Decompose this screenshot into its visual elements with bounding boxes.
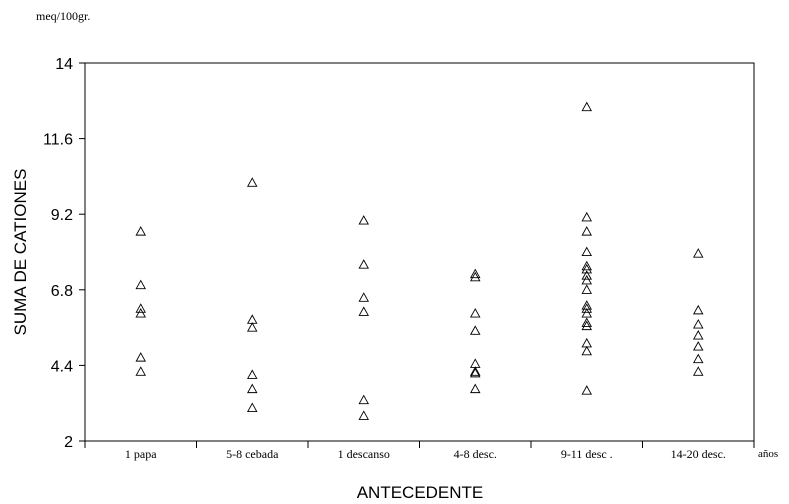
data-point [692,341,704,351]
data-point [135,366,147,376]
data-point [581,337,593,348]
data-point [358,259,370,269]
x-tick-label: 1 papa [125,447,157,461]
data-point [135,307,147,318]
data-point [581,317,593,327]
data-point [135,303,147,313]
data-point [692,319,704,329]
data-point [358,215,370,225]
data-point [692,248,704,258]
y-axis-title: SUMA DE CATIONES [11,169,30,336]
data-point [358,394,370,405]
data-point [581,307,593,318]
data-point [358,410,370,420]
y-tick-label: 14 [55,56,73,73]
data-point [469,383,481,394]
data-point [469,271,481,282]
data-point [469,366,481,376]
data-point [469,367,481,378]
data-point [246,383,258,394]
data-point [581,211,593,222]
data-point [135,226,147,236]
data-point [581,226,593,236]
data-point [246,177,258,187]
y-tick-label: 2 [64,434,73,451]
data-point [692,330,704,340]
data-point [581,274,593,285]
data-point [135,279,147,290]
plot-frame [84,62,755,442]
data-point [692,304,704,315]
data-point [692,353,704,364]
data-point [581,101,593,112]
x-axis: 1 papa 5-8 cebada 1 descanso 4-8 desc. 9-11 … [84,441,755,461]
data-point [246,369,258,379]
data-point [581,303,593,313]
x-tick-label: 4-8 desc. [454,447,497,461]
y-axis: 2 4.4 6.8 9.2 11.6 14 [43,56,85,451]
x-tick-label: 9-11 desc . [561,447,613,461]
x-tick-label: 5-8 cebada [226,447,279,461]
data-points [135,101,704,420]
data-point [246,402,258,412]
data-point [581,320,593,331]
x-axis-title: ANTECEDENTE [357,483,484,502]
data-point [692,366,704,376]
data-point [135,352,147,362]
data-point [581,284,593,294]
y-tick-label: 9.2 [51,207,73,224]
data-point [246,322,258,332]
y-tick-label: 4.4 [51,358,73,375]
y-tick-label: 6.8 [51,283,73,300]
data-point [581,246,593,257]
data-point [469,268,481,279]
data-point [581,385,593,395]
data-point [246,314,258,324]
data-point [358,292,370,302]
x-tick-label: 14-20 desc. [671,447,726,461]
data-point [469,325,481,335]
data-point [581,270,593,280]
data-point [581,260,593,271]
data-point [358,306,370,316]
x-tick-label: 1 descanso [338,447,390,461]
data-point [581,345,593,356]
x-unit-label: años [758,448,778,460]
data-point [469,358,481,368]
data-point [581,263,593,274]
data-point [469,307,481,318]
unit-label: meq/100gr. [36,9,90,23]
y-tick-label: 11.6 [43,132,73,149]
